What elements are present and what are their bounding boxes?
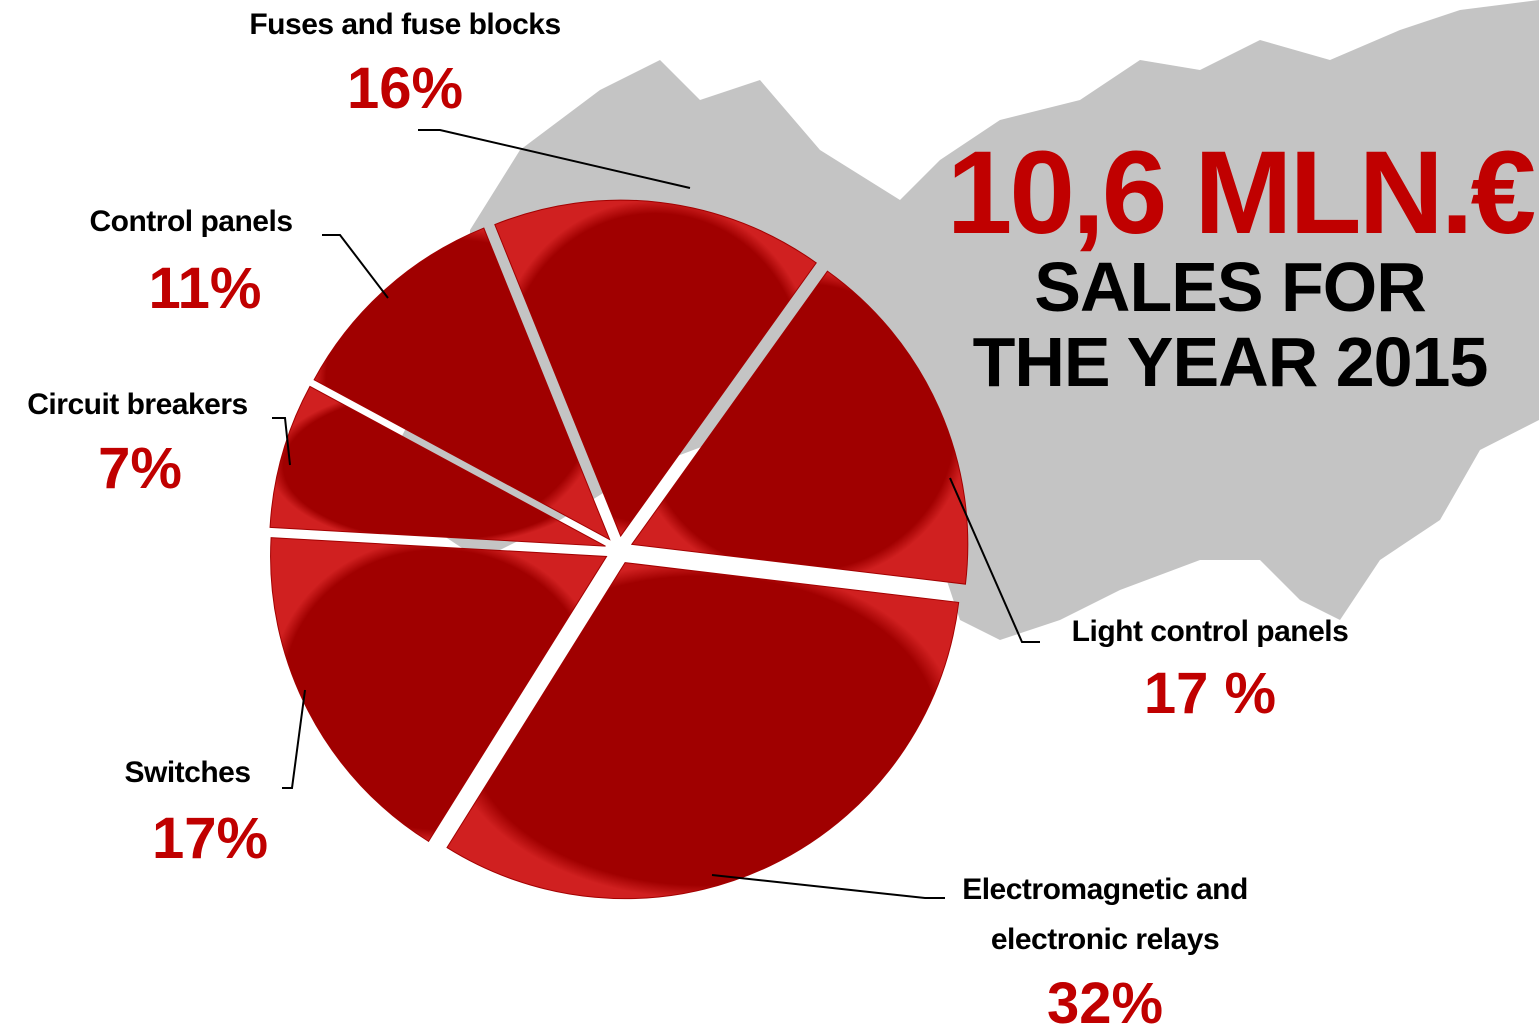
leader-line (322, 234, 389, 299)
slice-label: Switches (124, 756, 251, 789)
pie-slice (630, 270, 969, 585)
pie-slice (446, 562, 960, 900)
map-background (400, 0, 1539, 640)
value-label: 11% (148, 256, 262, 321)
slice-label: Electromagnetic and electronic relays (962, 873, 1248, 956)
pie-slice (494, 199, 817, 538)
leader-line (418, 129, 691, 189)
leader-line (282, 689, 306, 789)
slice-label: Control panels (89, 205, 293, 238)
slice-label: Circuit breakers (27, 388, 248, 421)
leader-lines (272, 129, 1040, 899)
pie-slice (313, 227, 611, 541)
slice-label: Light control panels (1071, 615, 1349, 648)
leader-line (272, 417, 291, 466)
value-label: 32% (1046, 971, 1164, 1035)
value-label: 7% (98, 436, 182, 501)
pie (269, 199, 969, 900)
pie-slice (269, 385, 606, 547)
title: 10,6 MLN.€ (946, 127, 1536, 259)
value-label: 16% (346, 56, 464, 121)
leader-line (949, 477, 1040, 643)
value-label: 17 % (1143, 661, 1277, 726)
pie-slice (270, 537, 608, 843)
leader-line (711, 874, 945, 899)
subtitle: SALES FOR THE YEAR 2015 (972, 248, 1489, 401)
slice-label: Fuses and fuse blocks (249, 8, 561, 41)
value-label: 17% (151, 806, 269, 871)
